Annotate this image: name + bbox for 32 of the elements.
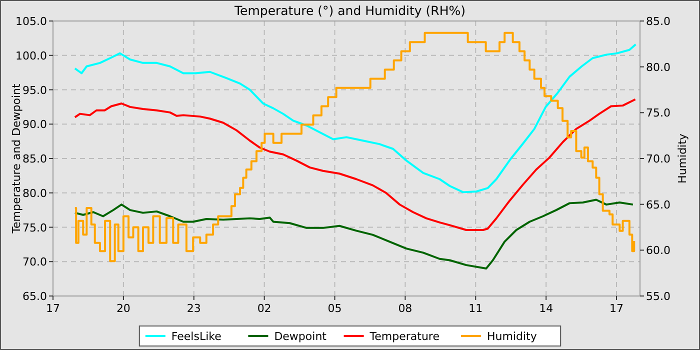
- y-tick-label: 85.0: [22, 152, 47, 166]
- x-tick-label: 17: [610, 302, 624, 315]
- x-tick-label: 02: [257, 302, 272, 315]
- x-tick-label: 17: [46, 302, 60, 315]
- y2-tick-label: 55.0: [646, 290, 670, 303]
- legend-label: Temperature: [368, 330, 440, 343]
- y-tick-label: 80.0: [22, 186, 47, 200]
- y-tick-label: 65.0: [22, 290, 47, 303]
- x-tick-label: 05: [328, 302, 342, 315]
- legend-label: Dewpoint: [274, 330, 328, 343]
- y-tick-label: 100.0: [16, 49, 47, 62]
- x-tick-label: 23: [186, 302, 201, 315]
- y2-axis-title: Humidity: [676, 133, 689, 184]
- y2-tick-label: 70.0: [646, 152, 670, 166]
- x-tick-label: 14: [539, 302, 554, 315]
- x-tick-label: 20: [116, 302, 130, 315]
- y2-tick-label: 65.0: [646, 198, 670, 212]
- legend-label: FeelsLike: [171, 330, 222, 343]
- legend-label: Humidity: [487, 330, 538, 343]
- y2-tick-label: 75.0: [646, 106, 670, 120]
- x-tick-label: 08: [398, 302, 412, 315]
- y-tick-label: 95.0: [22, 84, 47, 97]
- x-tick-label: 11: [468, 302, 483, 315]
- y2-tick-label: 85.0: [646, 15, 670, 28]
- y-tick-label: 90.0: [22, 118, 47, 132]
- y-tick-label: 70.0: [22, 256, 47, 269]
- y-tick-label: 105.0: [16, 15, 47, 28]
- y2-tick-label: 60.0: [646, 244, 670, 258]
- y-tick-label: 75.0: [22, 221, 47, 234]
- y2-tick-label: 80.0: [646, 60, 670, 74]
- y-axis-title: Temperature and Dewpoint: [10, 82, 23, 234]
- chart-title: Temperature (°) and Humidity (RH%): [234, 3, 466, 18]
